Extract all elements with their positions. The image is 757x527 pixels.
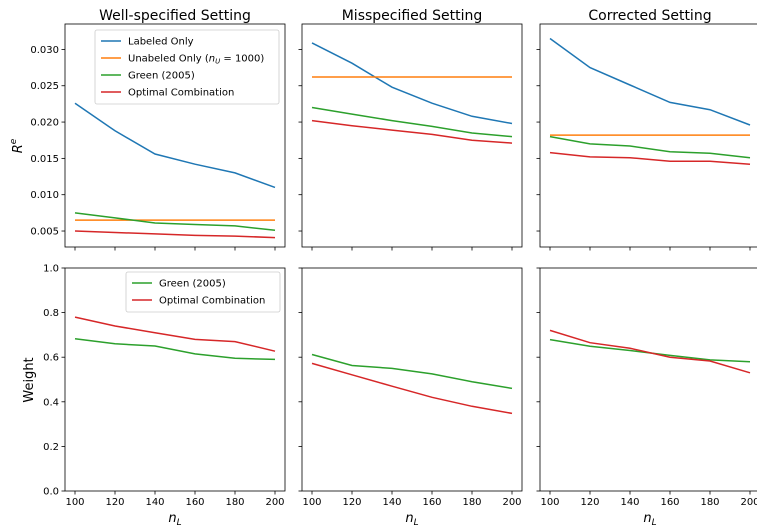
panel-top-2: Misspecified Setting	[298, 8, 523, 251]
y-tick-label: 0.005	[30, 227, 59, 238]
legend-entry: Optimal Combination	[159, 296, 265, 307]
series-line-optimal-combination	[549, 151, 751, 165]
series-line-labeled-only	[549, 37, 751, 126]
panel-title: Misspecified Setting	[342, 8, 483, 24]
panel-title: Well-specified Setting	[99, 8, 251, 24]
panel-top-1: Well-specified Setting 0.005 0.010 0.015 0.0…	[30, 8, 286, 251]
x-tick-label: 180	[700, 497, 719, 508]
legend-entry: Optimal Combination	[128, 88, 234, 99]
axes-frame	[64, 267, 286, 492]
x-tick-label: 160	[422, 497, 441, 508]
series-line-labeled-only	[311, 42, 513, 125]
series-line-optimal-combination	[549, 329, 751, 374]
y-tick-label: 0.2	[43, 442, 59, 453]
legend-entry: Green (2005)	[159, 279, 226, 290]
series-line-labeled-only	[74, 102, 276, 189]
y-tick-label: 0.030	[30, 45, 59, 56]
legend-entry: Labeled Only	[128, 37, 194, 48]
series-line-green-2005-	[74, 212, 276, 232]
series-line-optimal-combination	[311, 119, 513, 144]
legend-box	[94, 29, 280, 105]
x-tick-label: 100	[540, 497, 559, 508]
series-line-optimal-combination	[311, 362, 513, 415]
legend-bottom: Green (2005) Optimal Combination	[125, 271, 281, 313]
x-tick-label: 140	[382, 497, 401, 508]
panel-bottom-3: 100 120 140 160 180 200 nL	[536, 267, 757, 527]
x-tick-label: 100	[65, 497, 84, 508]
legend-top: Labeled Only Unabeled Only (nU = 1000) Gre…	[94, 29, 280, 105]
axes-frame	[301, 23, 523, 248]
axes-frame	[301, 267, 523, 492]
x-axis-label: nL	[405, 511, 418, 527]
series-line-green-2005-	[311, 106, 513, 138]
x-tick-label: 160	[185, 497, 204, 508]
series-line-green-2005-	[74, 337, 276, 361]
y-tick-label: 0.8	[43, 308, 59, 319]
panel-title: Corrected Setting	[588, 8, 711, 24]
y-tick-label: 0.4	[43, 397, 59, 408]
series-line-optimal-combination	[74, 316, 276, 352]
y-tick-label: 0.010	[30, 190, 59, 201]
series-line-green-2005-	[549, 338, 751, 363]
y-tick-label: 0.0	[43, 487, 59, 498]
x-tick-label: 120	[105, 497, 124, 508]
panel-top-3: Corrected Setting	[536, 8, 757, 251]
y-tick-label: 0.6	[43, 353, 59, 364]
series-line-green-2005-	[311, 353, 513, 390]
series-line-optimal-combination	[74, 230, 276, 239]
y-tick-label: 0.015	[30, 154, 59, 165]
y-tick-label: 1.0	[43, 264, 59, 275]
x-tick-label: 200	[502, 497, 521, 508]
x-axis-label: nL	[168, 511, 181, 527]
x-tick-label: 180	[225, 497, 244, 508]
axes-frame	[539, 23, 757, 248]
x-tick-label: 140	[620, 497, 639, 508]
series-line-green-2005-	[549, 135, 751, 159]
x-tick-label: 180	[462, 497, 481, 508]
y-tick-label: 0.020	[30, 118, 59, 129]
x-tick-label: 140	[145, 497, 164, 508]
x-tick-label: 200	[740, 497, 757, 508]
legend-entry: Green (2005)	[128, 71, 195, 82]
axes-frame	[64, 23, 286, 248]
panel-bottom-1: 100 120 140 160 180 200 0.0 0.2 0.4 0.6 0.8 1.0 nL	[43, 264, 286, 527]
legend-box	[125, 271, 281, 313]
x-tick-label: 100	[302, 497, 321, 508]
y-tick-label: 0.025	[30, 81, 59, 92]
x-tick-label: 120	[342, 497, 361, 508]
x-tick-label: 120	[580, 497, 599, 508]
y-axis-label-bottom: Weight	[22, 357, 37, 402]
x-axis-label: nL	[643, 511, 656, 527]
legend-entry: Unabeled Only (nU = 1000)	[128, 54, 264, 66]
x-tick-label: 160	[660, 497, 679, 508]
x-tick-label: 200	[265, 497, 284, 508]
axes-frame	[539, 267, 757, 492]
panel-bottom-2: 100 120 140 160 180 200 nL	[298, 267, 523, 527]
y-axis-label-top: Re	[9, 138, 26, 153]
